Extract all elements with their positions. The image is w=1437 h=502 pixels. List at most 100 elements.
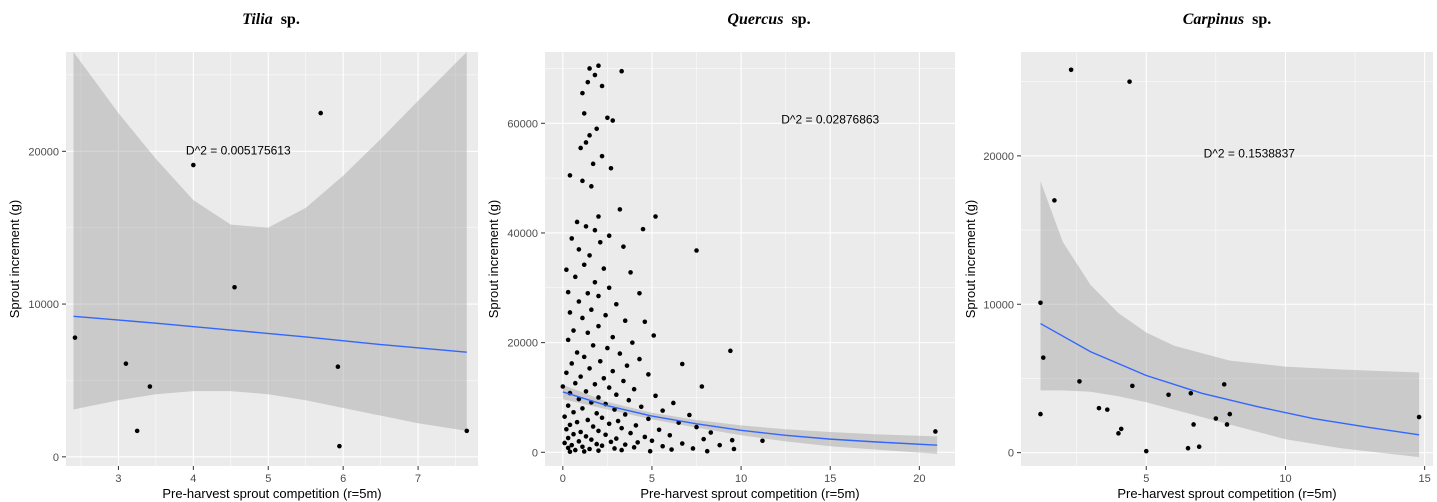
x-tick-label: 0	[560, 473, 566, 485]
data-point	[637, 356, 642, 362]
data-point	[578, 374, 583, 379]
data-point	[560, 384, 566, 389]
gridlines	[1021, 52, 1433, 466]
panel-title: Tilia sp.	[242, 11, 300, 28]
data-point	[583, 140, 589, 145]
data-point	[635, 440, 640, 445]
data-point	[642, 319, 648, 325]
data-point	[597, 358, 603, 364]
data-points	[72, 110, 470, 449]
data-point	[573, 447, 578, 453]
data-point	[1096, 405, 1102, 411]
data-point	[660, 443, 665, 449]
data-point	[580, 406, 585, 411]
data-point	[587, 253, 592, 258]
data-point	[1191, 422, 1196, 427]
data-point	[589, 184, 594, 189]
data-point	[637, 290, 642, 296]
x-tick-label: 5	[265, 473, 271, 485]
x-axis-title: Pre-harvest sprout competition (r=5m)	[640, 486, 859, 501]
data-point	[1224, 422, 1230, 427]
data-point	[590, 161, 596, 167]
data-point	[571, 409, 576, 415]
data-point	[580, 90, 585, 96]
data-point	[569, 361, 575, 366]
data-point	[606, 285, 612, 291]
r-squared-annotation: D^2 = 0.005175613	[186, 143, 291, 157]
data-point	[580, 444, 585, 450]
y-tick-label: 0	[532, 447, 538, 459]
data-point	[573, 274, 578, 280]
data-point	[606, 233, 612, 238]
data-point	[587, 66, 592, 71]
genus-name: Carpinus	[1183, 11, 1244, 28]
fit-line	[1040, 322, 1420, 436]
panel-3: D^2 = 0.1538837 5 10 15 0 10000 20000 Pre-harve…	[963, 11, 1433, 501]
data-point	[581, 449, 587, 454]
data-point	[1166, 392, 1171, 398]
data-point	[585, 290, 591, 296]
data-point	[760, 438, 765, 444]
data-points	[1038, 67, 1422, 454]
y-tick-label: 60000	[507, 118, 538, 130]
x-tick-label: 10	[735, 473, 747, 485]
data-point	[565, 445, 571, 451]
data-point	[576, 247, 582, 252]
data-point	[573, 380, 578, 386]
panel-title: Quercus sp.	[727, 11, 810, 28]
data-point	[603, 312, 608, 318]
data-point	[1196, 444, 1202, 450]
data-point	[646, 416, 651, 422]
data-point	[565, 403, 571, 408]
data-point	[615, 418, 621, 424]
data-point	[594, 126, 599, 132]
data-point	[1068, 67, 1074, 73]
data-point	[610, 334, 616, 340]
data-point	[687, 412, 692, 418]
x-tick-label: 7	[415, 473, 421, 485]
data-point	[596, 395, 601, 400]
data-point	[1188, 390, 1194, 396]
data-point	[574, 350, 580, 355]
data-point	[1077, 379, 1082, 384]
x-axis-title: Pre-harvest sprout competition (r=5m)	[162, 486, 381, 501]
data-point	[614, 392, 619, 398]
data-point	[1116, 431, 1121, 436]
data-point	[191, 162, 196, 168]
r-squared-annotation: D^2 = 0.1538837	[1204, 146, 1296, 160]
data-point	[599, 153, 605, 159]
data-point	[590, 424, 596, 429]
data-point	[619, 68, 624, 74]
data-point	[704, 448, 710, 454]
fit-line	[73, 315, 467, 353]
data-point	[599, 83, 605, 89]
data-point	[619, 425, 624, 431]
data-point	[335, 364, 341, 370]
x-tick-label: 3	[115, 473, 121, 485]
data-point	[592, 72, 598, 78]
confidence-band	[1040, 181, 1420, 458]
data-point	[594, 441, 599, 447]
data-point	[701, 436, 706, 442]
y-axis-title: Sprout increment (g)	[486, 200, 501, 319]
data-point	[599, 415, 605, 421]
x-tick-label: 5	[1143, 473, 1149, 485]
data-point	[574, 419, 580, 425]
data-point	[1127, 79, 1132, 84]
data-point	[699, 384, 705, 389]
data-point	[592, 280, 598, 285]
data-point	[1052, 198, 1057, 203]
confidence-band	[73, 52, 467, 431]
x-tick-label: 10	[1279, 473, 1291, 485]
data-point	[1213, 416, 1219, 421]
data-point	[1143, 448, 1149, 454]
data-point	[603, 432, 608, 438]
gridlines	[545, 52, 955, 466]
data-point	[694, 248, 699, 253]
x-axis-title: Pre-harvest sprout competition (r=5m)	[1117, 486, 1336, 501]
data-point	[564, 370, 569, 376]
data-point	[571, 431, 576, 437]
species-suffix: sp.	[791, 11, 810, 28]
data-point	[232, 284, 237, 290]
data-point	[585, 330, 591, 336]
